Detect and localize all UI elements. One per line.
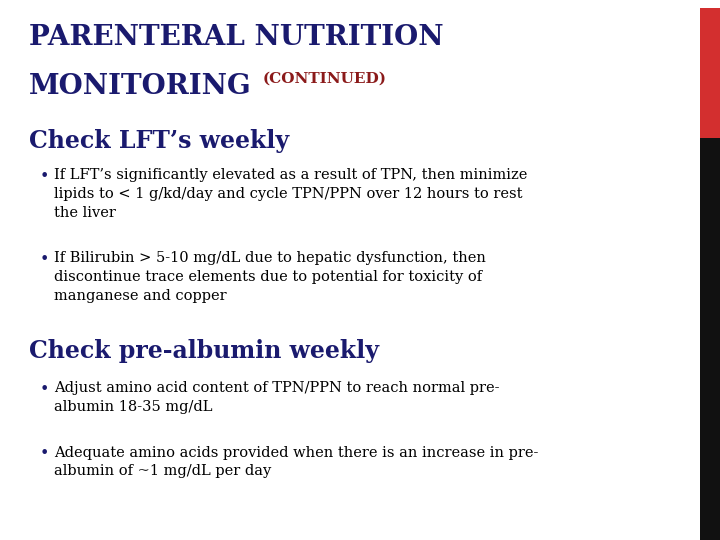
Text: If LFT’s significantly elevated as a result of TPN, then minimize
lipids to < 1 : If LFT’s significantly elevated as a res… — [54, 168, 527, 220]
Text: Check pre-albumin weekly: Check pre-albumin weekly — [29, 339, 379, 363]
Text: Adequate amino acids provided when there is an increase in pre-
albumin of ~1 mg: Adequate amino acids provided when there… — [54, 446, 539, 478]
FancyBboxPatch shape — [700, 138, 720, 540]
Text: Adjust amino acid content of TPN/PPN to reach normal pre-
albumin 18-35 mg/dL: Adjust amino acid content of TPN/PPN to … — [54, 381, 500, 414]
Text: •: • — [40, 381, 49, 397]
Text: Check LFT’s weekly: Check LFT’s weekly — [29, 129, 289, 152]
Text: •: • — [40, 446, 49, 462]
Text: •: • — [40, 251, 49, 268]
Text: PARENTERAL NUTRITION: PARENTERAL NUTRITION — [29, 24, 444, 51]
Text: If Bilirubin > 5-10 mg/dL due to hepatic dysfunction, then
discontinue trace ele: If Bilirubin > 5-10 mg/dL due to hepatic… — [54, 251, 486, 303]
Text: MONITORING: MONITORING — [29, 73, 251, 100]
Text: (CONTINUED): (CONTINUED) — [263, 71, 387, 85]
FancyBboxPatch shape — [700, 8, 720, 138]
Text: •: • — [40, 168, 49, 185]
